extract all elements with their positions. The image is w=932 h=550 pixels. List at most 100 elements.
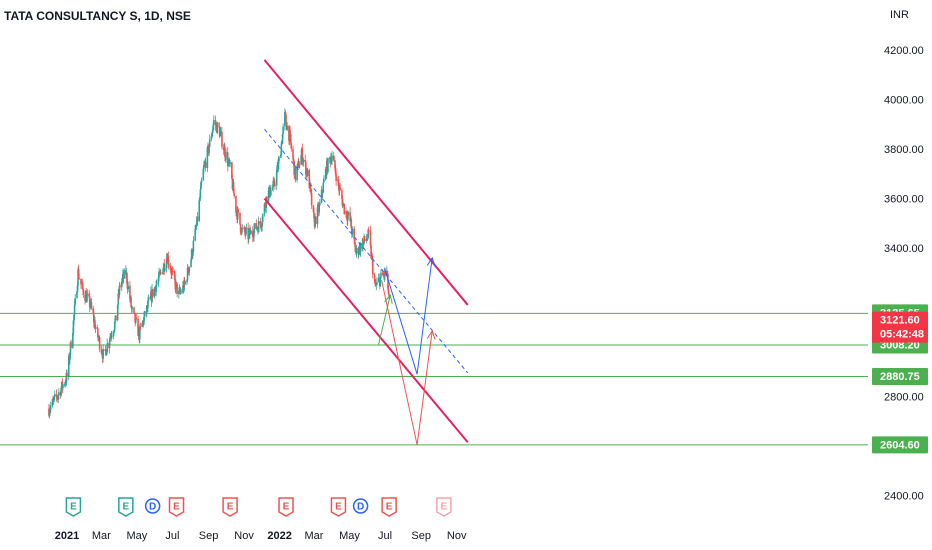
candle [249,227,252,235]
candle [310,189,313,209]
candle [82,288,85,299]
candle [88,292,91,313]
candle [237,208,240,217]
candle [172,267,174,273]
dividend-marker[interactable]: D [352,498,369,514]
candle [288,125,291,146]
y-tick-label: 3600.00 [884,194,924,206]
x-tick-label: Nov [447,530,467,542]
candle [363,235,366,244]
candle [73,314,75,326]
candle [236,206,239,224]
candle [200,177,203,186]
candle [187,272,190,276]
candle [321,189,323,199]
candlesticks [48,108,390,419]
earnings-marker[interactable]: E [65,497,82,517]
candle [203,160,205,174]
level-price-tag-2-text: 2880.75 [880,371,920,383]
earnings-marker[interactable]: E [330,497,347,517]
candle [49,401,52,413]
candle [339,183,341,191]
candle [294,165,297,183]
candle [72,319,75,336]
candle [86,289,89,301]
earnings-marker[interactable]: E [381,497,397,517]
blue-projection-path[interactable] [384,256,436,375]
x-tick-label: Jul [378,530,392,542]
candle [171,268,173,280]
candle [92,308,95,328]
candle [270,184,272,196]
candle [226,147,229,172]
green-projection-path-arrowhead [384,293,393,304]
earnings-marker[interactable]: E [436,497,452,517]
candle [125,265,127,279]
candle [198,197,201,223]
candle [176,283,178,298]
candle [281,133,284,144]
candle [347,211,350,220]
candle [127,281,129,293]
candle [354,242,357,252]
y-tick-label: 4000.00 [884,95,924,107]
candle [290,140,293,152]
red-projection-path[interactable] [381,280,436,445]
event-marker-label: E [70,502,77,513]
candle [323,175,325,183]
candle [164,264,166,273]
candle [55,389,58,402]
dividend-marker[interactable]: D [144,498,161,514]
candle [153,286,156,299]
candle [278,155,280,164]
event-marker-label: D [357,502,364,513]
candle [179,286,181,295]
x-tick-label: Sep [199,530,219,542]
candle [109,333,111,345]
candle [81,278,84,291]
candle [196,211,199,226]
event-marker-label: E [386,502,393,513]
earnings-marker[interactable]: E [168,497,185,517]
candle [115,315,117,321]
y-tick-label: 3400.00 [884,243,924,255]
price-axis[interactable]: 4200.00 4000.00 3800.00 3600.00 3400.00 2800.… [872,45,928,503]
candle [233,188,235,199]
candle [86,290,88,303]
candle [241,224,244,233]
candle [184,280,187,285]
time-axis[interactable]: 2021 Mar May Jul Sep Nov 2022 Mar May Jul Sep Nov [55,530,467,542]
currency-label: INR [890,9,909,21]
candle [208,146,210,157]
earnings-marker[interactable]: E [222,497,238,517]
event-marker-label: E [441,502,448,513]
candle [331,150,333,166]
event-marker-label: E [227,502,234,513]
earnings-marker[interactable]: E [278,497,294,517]
channel-lower-line[interactable] [263,197,469,443]
candle [355,245,358,258]
candle [272,177,275,192]
candle [362,238,364,252]
candle [163,258,166,276]
candle [90,298,93,311]
candle [282,123,284,139]
candle [245,223,248,235]
candle [255,219,258,230]
candle [53,396,55,403]
horizontal-levels [0,312,868,446]
earnings-marker[interactable]: E [118,497,134,517]
candle [56,394,58,403]
x-tick-label: Sep [411,530,431,542]
current-price-tag-text: 3121.60 [880,315,920,327]
projection-paths[interactable] [378,256,436,445]
channel-mid-dashed-line[interactable] [264,128,469,374]
candle [231,161,233,180]
candle [228,157,231,167]
candle [212,115,215,130]
candle [112,330,115,340]
green-projection-path[interactable] [378,293,393,345]
candle [208,134,211,148]
